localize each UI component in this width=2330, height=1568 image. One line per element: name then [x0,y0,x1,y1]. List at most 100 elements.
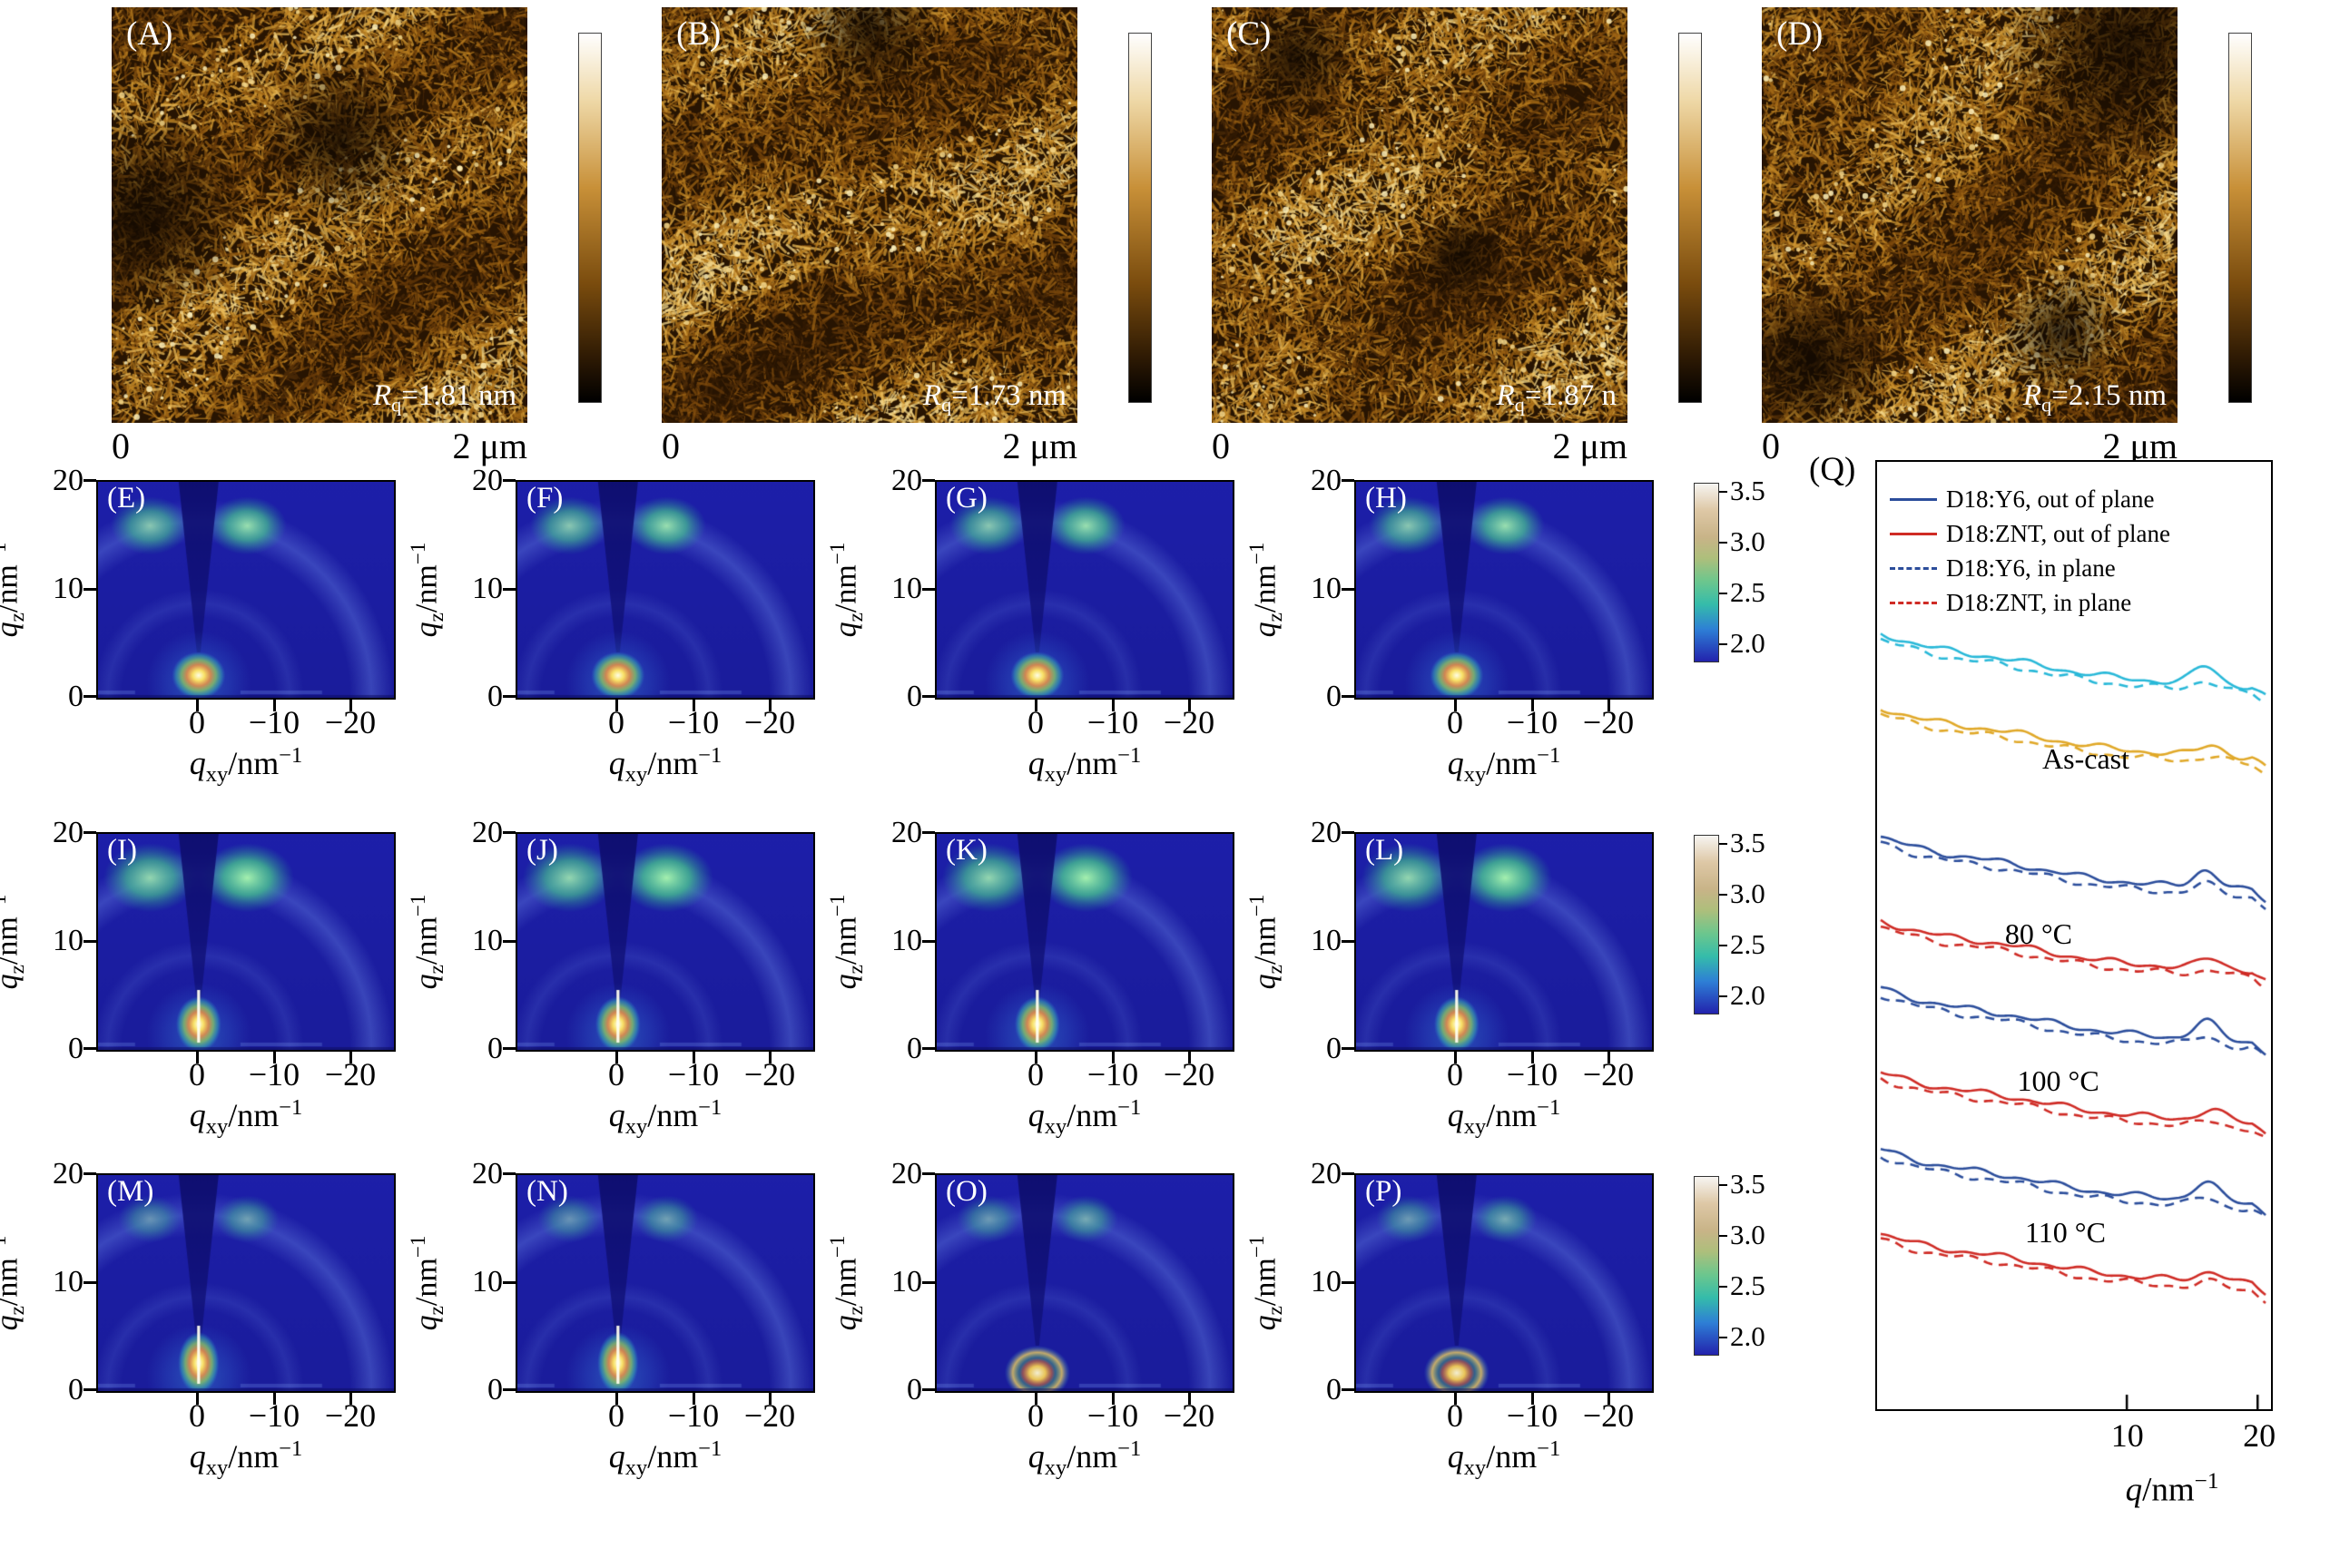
x-axis-sub: xy [205,1455,229,1481]
legend-item: D18:Y6, in plane [1890,551,2170,585]
roughness-value: =1.73 nm [951,379,1067,413]
y-axis-unit: /nm [829,916,863,965]
x-axis-label: q/nm−1 [2036,1469,2308,1509]
y-tick-label: 10 [53,924,84,957]
x-tick-label: −20 [1163,1397,1215,1434]
giwaxs-pattern-canvas [517,834,813,1050]
scale-start: 0 [662,426,680,466]
y-axis-sub: z [425,965,449,975]
y-tick-label: 10 [53,572,84,605]
y-axis-sub: z [844,1306,869,1316]
afm-image: (C) Rq=1.87 n [1212,7,1627,423]
y-tick-label: 0 [1326,680,1342,713]
x-tick-label: −20 [1163,1056,1215,1093]
x-tick-mark [769,700,772,711]
y-axis-symbol: q [829,974,863,990]
colorbar-tick-mark [1719,995,1727,997]
y-axis-unit: /nm [409,1258,444,1307]
afm-texture-canvas [112,7,527,423]
legend-item: D18:ZNT, out of plane [1890,516,2170,551]
panel-label: (C) [1226,15,1272,53]
scale-end: 2 μm [1002,426,1077,466]
y-tick-mark [84,1281,96,1284]
x-axis-exp: −1 [1117,743,1142,768]
colorbar-tick-mark [1719,894,1727,896]
x-tick-mark [1607,1393,1610,1405]
y-tick-label: 20 [53,816,84,849]
y-tick-mark [503,1281,516,1284]
y-tick-mark [503,1047,516,1050]
legend-item: D18:Y6, out of plane [1890,482,2170,516]
x-tick-mark [693,1052,695,1063]
y-tick-label: 20 [1311,464,1342,497]
x-axis-label: qxy/nm−1 [516,1095,815,1140]
y-tick-label: 10 [1311,1265,1342,1298]
y-tick-mark [503,1172,516,1175]
x-axis-unit: /nm [1486,1097,1538,1133]
height-colorbar [1678,33,1702,403]
y-tick-mark [503,479,516,482]
y-tick-label: 0 [487,1032,503,1065]
x-tick-mark [349,1393,352,1405]
x-axis-label: qxy/nm−1 [935,1095,1234,1140]
x-tick-label: −10 [1086,704,1139,740]
x-axis-unit: /nm [228,1438,280,1475]
panel-label: (O) [946,1175,988,1208]
x-tick-mark [1188,1052,1191,1063]
y-axis-exp: −1 [1245,542,1269,565]
x-axis-symbol: q [1027,1097,1045,1133]
x-tick-mark [769,1052,772,1063]
panel-label: (L) [1365,834,1404,867]
x-tick-label: 0 [1447,1397,1463,1434]
afm-panel-d: (D) Rq=2.15 nm 0 2 μm [1762,7,2270,488]
x-tick-mark [769,1393,772,1405]
giwaxs-pattern: (M) [96,1173,396,1393]
x-axis-exp: −1 [279,1095,303,1120]
y-axis-symbol: q [829,1315,863,1331]
giwaxs-pattern: (G) [935,480,1234,700]
afm-panel-a: (A) Rq=1.81 nm 0 2 μm [112,7,620,488]
x-tick-label: −20 [1582,1056,1635,1093]
x-axis-unit: /nm [1067,1097,1118,1133]
colorbar-tick-mark [1719,542,1727,544]
y-axis-label: qz/nm−1 [407,480,448,700]
x-axis-sub: xy [1463,1455,1487,1481]
y-axis-symbol: q [1248,622,1283,638]
panel-label: (N) [526,1175,568,1208]
x-axis-unit: /nm [647,1097,699,1133]
colorbar-tick-label: 2.5 [1730,1269,1765,1301]
roughness-value: =1.87 n [1524,379,1617,413]
x-axis-exp: −1 [698,1095,723,1120]
y-axis-symbol: q [829,622,863,638]
legend-label: D18:Y6, out of plane [1946,485,2155,513]
y-tick-mark [503,940,516,943]
giwaxs-panel-o: qz/nm−1 20 10 0 (O) 0 −10 −20 qxy/nm−1 [799,1146,1253,1484]
y-tick-label: 20 [472,464,503,497]
y-tick-mark [84,588,96,591]
y-tick-mark [84,1388,96,1391]
y-tick-mark [1342,479,1354,482]
y-tick-mark [922,695,935,698]
giwaxs-pattern-canvas [937,482,1233,698]
colorbar-tick-label: 2.0 [1730,1320,1765,1352]
x-tick-label: 0 [608,704,624,740]
x-axis-exp: −1 [1537,743,1561,768]
x-tick-label: −10 [1506,704,1558,740]
y-tick-mark [503,831,516,834]
x-tick-mark [349,700,352,711]
y-axis-label: qz/nm−1 [826,480,868,700]
y-axis-exp: −1 [0,1235,11,1259]
x-tick-label: 20 [2243,1417,2276,1454]
x-axis-exp: −1 [1537,1436,1561,1461]
x-axis-label: qxy/nm−1 [96,743,396,788]
panel-label: (H) [1365,482,1407,514]
x-axis-symbol: q [1027,745,1045,781]
panel-label: (A) [126,15,173,53]
y-axis-exp: −1 [407,542,430,565]
x-axis-symbol: q [1447,1438,1464,1475]
y-axis-sub: z [5,965,30,975]
x-axis-symbol: q [1447,745,1464,781]
y-tick-label: 0 [68,680,84,713]
giwaxs-pattern: (P) [1354,1173,1654,1393]
giwaxs-panel-p: qz/nm−1 20 10 0 (P) 0 −10 −20 qxy/nm−1 [1218,1146,1672,1484]
